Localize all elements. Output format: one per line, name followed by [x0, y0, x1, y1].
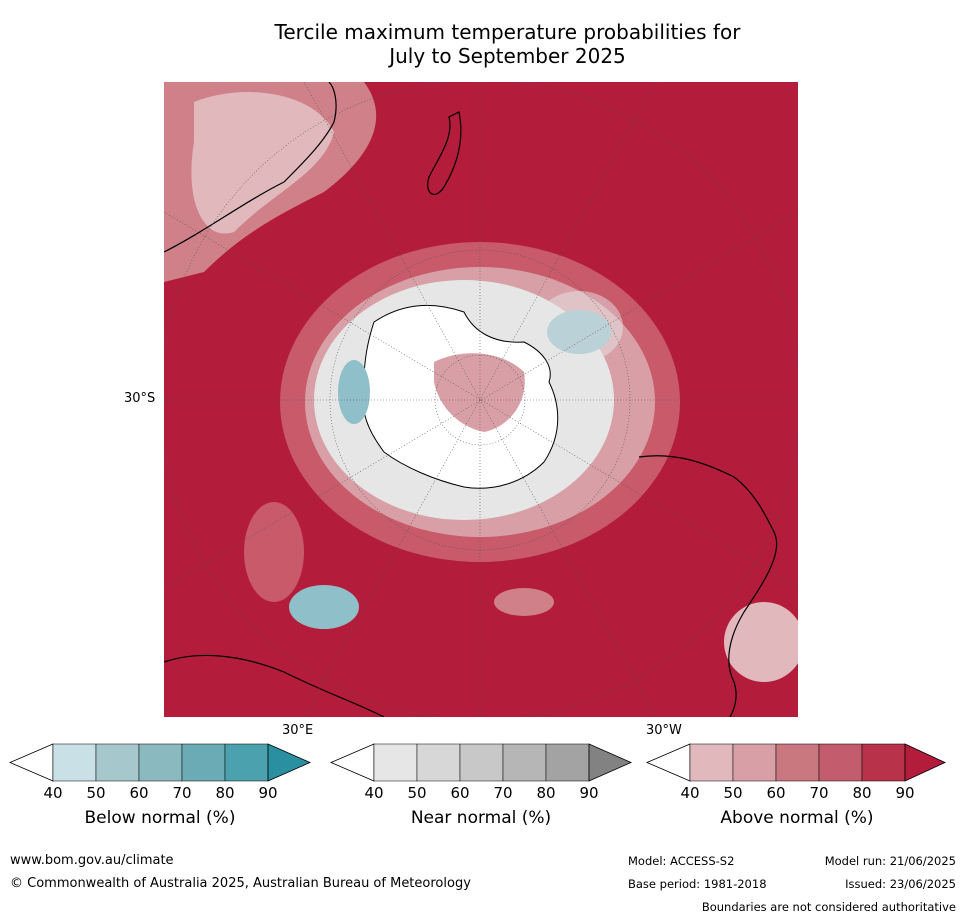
near-arrow-high [588, 743, 632, 782]
below-arrow-low [8, 743, 54, 782]
issued-date: Issued: 23/06/2025 [845, 877, 956, 891]
above-segment-70-80 [818, 743, 863, 782]
base-period: Base period: 1981-2018 [628, 877, 767, 891]
colorbar-near-title: Near normal (%) [410, 808, 552, 828]
tick-label: 80 [215, 784, 235, 802]
tick-label: 60 [129, 784, 149, 802]
below-segment-50-60 [95, 743, 140, 782]
below-arrow-high [267, 743, 311, 782]
tick-label: 40 [364, 784, 384, 802]
tick-label: 80 [536, 784, 556, 802]
above-50-interior [434, 353, 525, 432]
colorbar-above-normal-svg [645, 743, 946, 782]
tick-label: 90 [579, 784, 599, 802]
website-link[interactable]: www.bom.gov.au/climate [10, 853, 174, 868]
colorbar-above-title: Above normal (%) [720, 808, 874, 828]
tick-label: 40 [43, 784, 63, 802]
tick-label: 50 [86, 784, 106, 802]
longitude-label-west: 30°W [646, 723, 682, 738]
colorbar-below-title: Below normal (%) [84, 808, 236, 828]
boundary-disclaimer: Boundaries are not considered authoritat… [701, 900, 956, 914]
near-segment-50-60 [416, 743, 461, 782]
polar-map-svg [164, 82, 798, 717]
africa-coast [164, 654, 385, 717]
longitude-label-east: 30°E [282, 723, 314, 738]
near-arrow-low [329, 743, 375, 782]
below-segment-70-80 [181, 743, 226, 782]
tick-label: 60 [450, 784, 470, 802]
near-normal-patch-east [535, 291, 623, 363]
chart-title: Tercile maximum temperature probabilitie… [160, 20, 855, 68]
near-segment-70-80 [502, 743, 547, 782]
tick-label: 50 [723, 784, 743, 802]
tick-label: 50 [407, 784, 427, 802]
tick-label: 70 [172, 784, 192, 802]
new-zealand-coast [427, 111, 462, 195]
tick-label: 70 [493, 784, 513, 802]
above-segment-60-70 [775, 743, 820, 782]
south-america-coast [638, 455, 778, 717]
tick-label: 90 [258, 784, 278, 802]
model-run-date: Model run: 21/06/2025 [824, 854, 956, 868]
colorbar-above-normal [645, 743, 947, 782]
model-name: Model: ACCESS-S2 [628, 854, 735, 868]
colorbar-below-normal-svg [8, 743, 311, 782]
latitude-label: 30°S [124, 391, 156, 406]
graticule [164, 82, 798, 717]
tick-label: 40 [680, 784, 700, 802]
above-arrow-low [645, 743, 691, 782]
near-segment-40-50 [373, 743, 418, 782]
below-normal-patch-west [338, 360, 370, 424]
above-40-patch-se [724, 602, 798, 682]
above-segment-80-90 [861, 743, 906, 782]
tick-label: 70 [809, 784, 829, 802]
below-segment-80-90 [224, 743, 269, 782]
title-line-1: Tercile maximum temperature probabilitie… [274, 20, 741, 44]
below-segment-40-50 [52, 743, 97, 782]
tick-label: 80 [852, 784, 872, 802]
above-segment-40-50 [689, 743, 734, 782]
title-line-2: July to September 2025 [389, 44, 626, 68]
above-70-patch-sw [244, 502, 304, 602]
tick-label: 60 [766, 784, 786, 802]
colorbar-below-normal [8, 743, 311, 782]
above-60-patch-s [494, 588, 554, 616]
tick-label: 90 [895, 784, 915, 802]
above-40-region-nw [191, 92, 334, 234]
copyright-text: © Commonwealth of Australia 2025, Austra… [10, 876, 471, 891]
below-normal-patch-south [289, 585, 359, 629]
probability-map [164, 82, 798, 717]
colorbar-near-normal [329, 743, 632, 782]
below-segment-60-70 [138, 743, 183, 782]
near-segment-80-90 [545, 743, 590, 782]
above-segment-50-60 [732, 743, 777, 782]
colorbar-near-normal-svg [329, 743, 632, 782]
above-arrow-high [904, 743, 946, 782]
near-segment-60-70 [459, 743, 504, 782]
australia-coast [164, 82, 337, 253]
